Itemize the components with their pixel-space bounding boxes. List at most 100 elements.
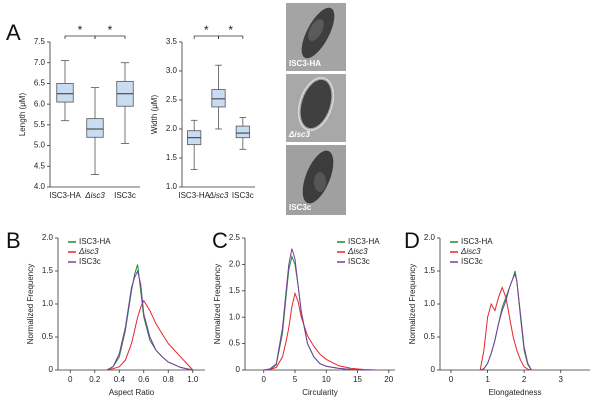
x-tick-label: 1 [485, 375, 490, 384]
series-line [106, 269, 193, 371]
x-tick-label: 1.0 [187, 375, 199, 384]
y-tick-label: 6.5 [34, 79, 46, 88]
y-axis-label: Normalized Frequency [26, 264, 35, 344]
y-axis-label: Normalized Frequency [408, 264, 417, 344]
y-tick-label: 1.0 [42, 299, 54, 308]
legend-label: Δisc3 [347, 247, 368, 256]
cell-detail [314, 172, 326, 192]
cell [300, 79, 332, 129]
x-tick-label: 2 [522, 375, 527, 384]
series-line [106, 299, 194, 371]
x-tick-label: 0 [262, 375, 267, 384]
significance-star: * [228, 23, 233, 37]
x-tick-label: 10 [322, 375, 331, 384]
x-tick-label: 5 [293, 375, 298, 384]
legend-label: ISC3-HA [348, 237, 380, 246]
significance-bracket [94, 35, 126, 39]
x-axis-label: Circularity [302, 388, 338, 397]
significance-star: * [78, 23, 83, 37]
x-tick-label: ISC3c [232, 191, 254, 200]
cell-halo [297, 77, 335, 131]
y-tick-label: 0 [49, 365, 54, 374]
panel-letter: D [404, 228, 420, 253]
legend-label: ISC3c [79, 257, 101, 266]
y-tick-label: 5.5 [34, 120, 46, 129]
box [235, 125, 250, 139]
significance-bracket [218, 35, 244, 39]
x-tick-label: ISC3-HA [178, 191, 210, 200]
legend-label: ISC3-HA [461, 237, 493, 246]
series-line [263, 254, 377, 371]
y-tick-label: 1.5 [229, 286, 241, 295]
y-tick-label: 0.5 [42, 332, 54, 341]
box [211, 89, 226, 108]
x-tick-label: Δisc3 [84, 191, 105, 200]
y-tick-label: 2.0 [229, 260, 241, 269]
significance-star: * [204, 23, 209, 37]
y-tick-label: 0 [236, 365, 241, 374]
x-tick-label: ISC3c [114, 191, 136, 200]
y-tick-label: 2.0 [424, 233, 436, 242]
series-line [480, 272, 532, 371]
y-tick-label: 6.0 [34, 99, 46, 108]
series-line [479, 286, 532, 371]
cell-detail [308, 19, 324, 41]
panel-letter: A [6, 20, 21, 45]
y-tick-label: 4.0 [34, 182, 46, 191]
y-tick-label: 0.5 [424, 332, 436, 341]
x-tick-label: 0.4 [114, 375, 126, 384]
y-tick-label: 2.0 [42, 233, 54, 242]
y-axis-label: Length (μM) [18, 93, 27, 137]
x-tick-label: 20 [384, 375, 393, 384]
y-tick-label: 5.0 [34, 141, 46, 150]
y-tick-label: 2.5 [166, 95, 178, 104]
y-tick-label: 3.5 [166, 37, 178, 46]
x-tick-label: 3 [559, 375, 564, 384]
series-line [263, 291, 377, 371]
micrograph-panel: ISC3-HA Δisc3 ISC3c [286, 3, 346, 215]
x-axis-label: Elongatedness [489, 388, 542, 397]
y-tick-label: 7.5 [34, 37, 46, 46]
y-tick-label: 1.5 [166, 153, 178, 162]
box [56, 83, 74, 103]
series-line [263, 248, 377, 371]
x-tick-label: 15 [353, 375, 362, 384]
y-axis-label: Normalized Frequency [213, 264, 222, 344]
y-tick-label: 7.0 [34, 58, 46, 67]
legend-label: ISC3c [348, 257, 370, 266]
x-tick-label: ISC3-HA [49, 191, 81, 200]
x-tick-label: 0 [449, 375, 454, 384]
series-line [480, 270, 532, 371]
y-tick-label: 1.0 [229, 312, 241, 321]
y-tick-label: 1.0 [166, 182, 178, 191]
legend-label: ISC3-HA [79, 237, 111, 246]
y-tick-label: 2.0 [166, 124, 178, 133]
y-tick-label: 3.0 [166, 66, 178, 75]
x-axis-label: Aspect Ratio [109, 388, 155, 397]
x-tick-label: 0.8 [163, 375, 175, 384]
y-tick-label: 1.5 [42, 266, 54, 275]
panel-letter: B [6, 228, 21, 253]
y-tick-label: 0.5 [229, 339, 241, 348]
x-tick-label: Δisc3 [208, 191, 229, 200]
micrograph-label: ISC3-HA [289, 59, 321, 68]
y-tick-label: 2.5 [229, 233, 241, 242]
x-tick-label: 0.2 [89, 375, 101, 384]
y-tick-label: 4.5 [34, 161, 46, 170]
series-line [106, 264, 193, 371]
y-tick-label: 1.5 [424, 266, 436, 275]
panel-letter: C [212, 228, 228, 253]
legend-label: ISC3c [461, 257, 483, 266]
micrograph-label: Δisc3 [288, 130, 310, 139]
x-tick-label: 0.6 [138, 375, 150, 384]
significance-star: * [108, 23, 113, 37]
y-axis-label: Width (μM) [150, 95, 159, 135]
legend-label: Δisc3 [460, 247, 481, 256]
y-tick-label: 0 [431, 365, 436, 374]
y-tick-label: 1.0 [424, 299, 436, 308]
legend-label: Δisc3 [78, 247, 99, 256]
x-tick-label: 0 [68, 375, 73, 384]
micrograph-label: ISC3c [289, 203, 312, 212]
box [86, 118, 104, 138]
